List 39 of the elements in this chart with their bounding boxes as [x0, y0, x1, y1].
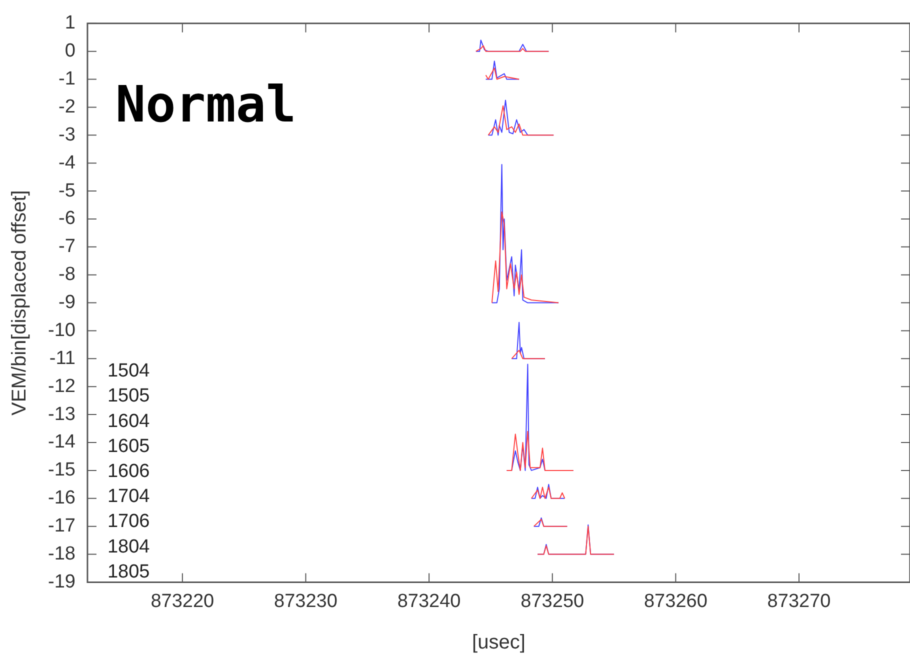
x-tick-label: 873270	[767, 590, 831, 612]
y-tick-label: -11	[49, 348, 76, 369]
annotation: 1504	[107, 360, 150, 382]
y-tick-label: -4	[58, 152, 76, 174]
annotation: 1605	[107, 436, 150, 457]
annotation: 1804	[107, 536, 150, 558]
y-tick-label: -18	[48, 543, 76, 564]
x-tick-label: 873230	[274, 590, 338, 612]
annotation: Normal	[115, 75, 296, 134]
y-tick-label: -19	[48, 571, 76, 592]
annotation: 1604	[107, 410, 150, 432]
annotation: 1606	[107, 461, 150, 482]
y-tick-label: -2	[58, 96, 76, 118]
annotation: 1704	[107, 486, 150, 508]
y-axis-title: VEM/bin[displaced offset]	[8, 190, 31, 416]
annotation: 1706	[107, 511, 150, 532]
y-tick-label: -17	[48, 516, 76, 537]
y-tick-label: -16	[48, 488, 76, 509]
y-tick-label: -8	[58, 264, 76, 286]
y-tick-label: 1	[64, 12, 76, 34]
y-tick-label: -7	[58, 236, 76, 258]
x-axis-title: [usec]	[472, 632, 526, 654]
y-tick-label: -12	[48, 376, 76, 397]
y-tick-label: -15	[48, 460, 76, 481]
y-tick-label: -10	[48, 320, 76, 341]
x-tick-label: 873240	[397, 590, 461, 612]
y-tick-label: -9	[58, 292, 76, 314]
y-tick-label: -5	[58, 180, 76, 202]
y-tick-label: -6	[58, 208, 76, 230]
x-tick-label: 873260	[644, 590, 708, 612]
y-tick-label: -1	[58, 68, 76, 90]
y-tick-label: -14	[48, 432, 76, 453]
x-tick-label: 873220	[150, 590, 214, 612]
y-tick-label: -13	[48, 404, 76, 425]
x-tick-label: 873250	[520, 590, 584, 612]
y-tick-label: -3	[58, 124, 76, 146]
y-tick-label: 0	[64, 40, 76, 62]
annotation: 1805	[107, 561, 150, 582]
annotation: 1505	[107, 386, 150, 407]
